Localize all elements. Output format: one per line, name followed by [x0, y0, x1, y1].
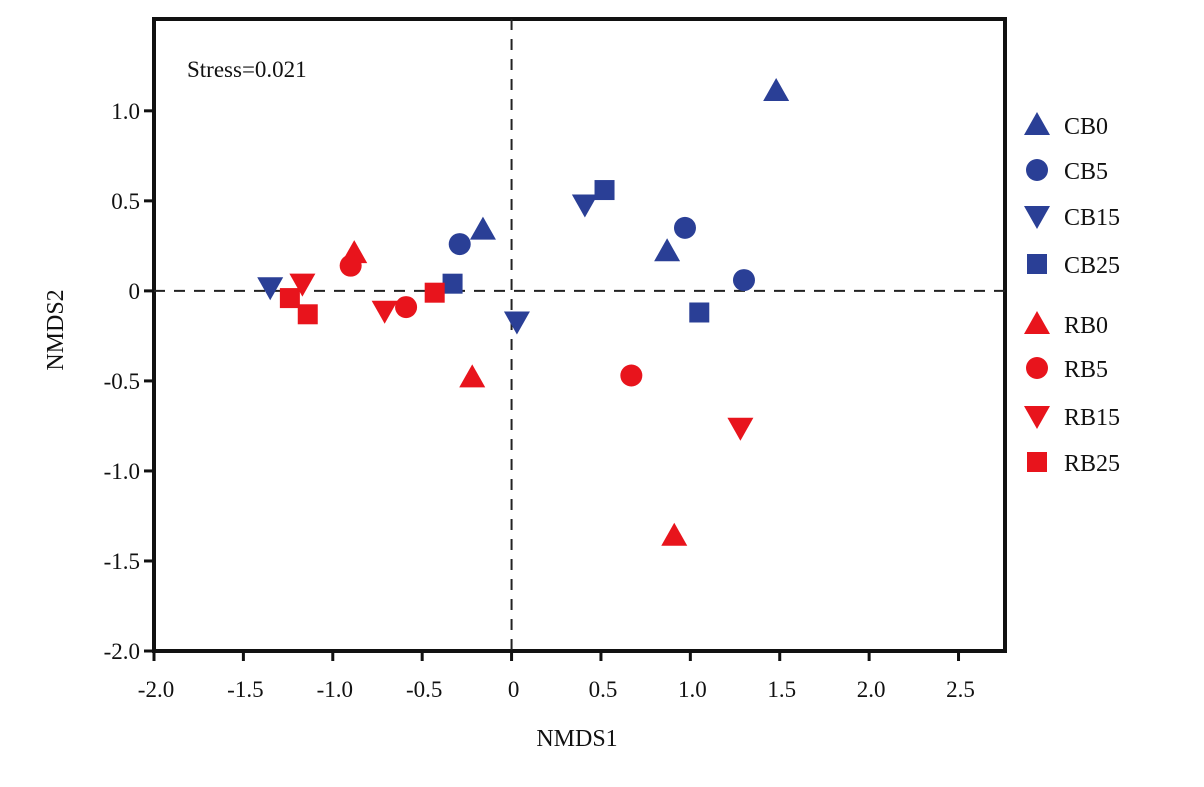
data-point-cb25: [594, 180, 615, 201]
x-tick-label: -0.5: [406, 677, 442, 702]
data-point-rb0: [661, 522, 688, 546]
legend-item-cb0: CB0: [1024, 112, 1108, 140]
stress-annotation: Stress=0.021: [187, 57, 307, 82]
data-point-rb5: [339, 254, 362, 277]
y-tick-label: 0.5: [111, 189, 140, 214]
data-point-cb5: [448, 233, 471, 256]
x-tick-label: 2.5: [946, 677, 975, 702]
data-point-cb5: [732, 269, 755, 292]
series-rb15: [289, 273, 754, 441]
legend-label: CB15: [1064, 205, 1120, 231]
series-cb5: [448, 216, 755, 292]
data-point-cb0: [469, 216, 496, 240]
x-tick-label: -1.5: [227, 677, 263, 702]
x-tick-label: -1.0: [317, 677, 353, 702]
legend-label: RB5: [1064, 357, 1108, 383]
y-tick-label: -2.0: [104, 639, 140, 664]
legend-item-cb25: CB25: [1027, 253, 1120, 279]
axes: -2.0 -1.5 -1.0 -0.5 0 0.5 1.0 1.5 2.0 2.5 -2.0 -1.5…: [104, 99, 975, 702]
data-point-rb15: [727, 417, 754, 441]
plot-area: [152, 17, 1007, 653]
x-axis-title: NMDS1: [536, 726, 617, 752]
x-tick-label: -2.0: [138, 677, 174, 702]
x-tick-label: 1.0: [678, 677, 707, 702]
legend-label: RB25: [1064, 451, 1120, 477]
data-point-rb15: [289, 273, 316, 297]
legend-item-rb25: RB25: [1027, 451, 1120, 477]
data-point-cb5: [673, 216, 696, 239]
legend-item-cb5: CB5: [1026, 159, 1108, 185]
data-point-rb25: [424, 282, 445, 303]
data-point-rb25: [279, 288, 300, 309]
data-point-cb0: [763, 78, 790, 102]
x-tick-label: 0.5: [589, 677, 618, 702]
data-point-cb25: [442, 273, 463, 294]
series-cb0: [469, 78, 790, 262]
data-point-rb0: [459, 364, 486, 388]
legend-label: RB0: [1064, 313, 1108, 339]
plot-frame: [152, 17, 1007, 653]
legend-label: CB0: [1064, 114, 1108, 140]
data-point-cb15: [503, 311, 530, 335]
data-point-rb5: [395, 296, 418, 319]
series-rb5: [339, 254, 643, 387]
legend: CB0 CB5 CB15 CB25 RB0 RB5 RB15 RB25: [1024, 112, 1120, 477]
y-tick-label: -1.5: [104, 549, 140, 574]
x-tick-label: 0: [508, 677, 520, 702]
legend-marker-rb0: [1024, 311, 1050, 334]
legend-marker-cb5: [1026, 159, 1048, 181]
y-tick-label: 0: [129, 279, 141, 304]
legend-marker-cb25: [1027, 254, 1047, 274]
legend-label: RB15: [1064, 405, 1120, 431]
data-points: [257, 78, 790, 546]
x-tick-label: 1.5: [767, 677, 796, 702]
y-tick-label: -0.5: [104, 369, 140, 394]
data-point-cb25: [689, 302, 710, 323]
data-point-rb5: [620, 364, 643, 387]
x-tick-label: 2.0: [857, 677, 886, 702]
data-point-cb0: [654, 238, 681, 262]
y-tick-label: -1.0: [104, 459, 140, 484]
legend-item-rb15: RB15: [1024, 405, 1120, 431]
y-tick-label: 1.0: [111, 99, 140, 124]
legend-marker-cb0: [1024, 112, 1050, 135]
legend-marker-rb5: [1026, 357, 1048, 379]
series-rb25: [279, 282, 445, 325]
series-cb15: [257, 194, 598, 335]
data-point-rb15: [371, 300, 398, 324]
data-point-rb25: [297, 304, 318, 325]
data-point-cb15: [571, 194, 598, 218]
y-axis-title: NMDS2: [43, 289, 69, 370]
legend-item-rb5: RB5: [1026, 357, 1108, 383]
legend-marker-rb15: [1024, 406, 1050, 429]
legend-marker-cb15: [1024, 206, 1050, 229]
legend-label: CB25: [1064, 253, 1120, 279]
legend-item-rb0: RB0: [1024, 311, 1108, 339]
data-point-cb15: [257, 277, 284, 301]
legend-label: CB5: [1064, 159, 1108, 185]
legend-marker-rb25: [1027, 452, 1047, 472]
series-cb25: [442, 180, 710, 323]
legend-item-cb15: CB15: [1024, 205, 1120, 231]
